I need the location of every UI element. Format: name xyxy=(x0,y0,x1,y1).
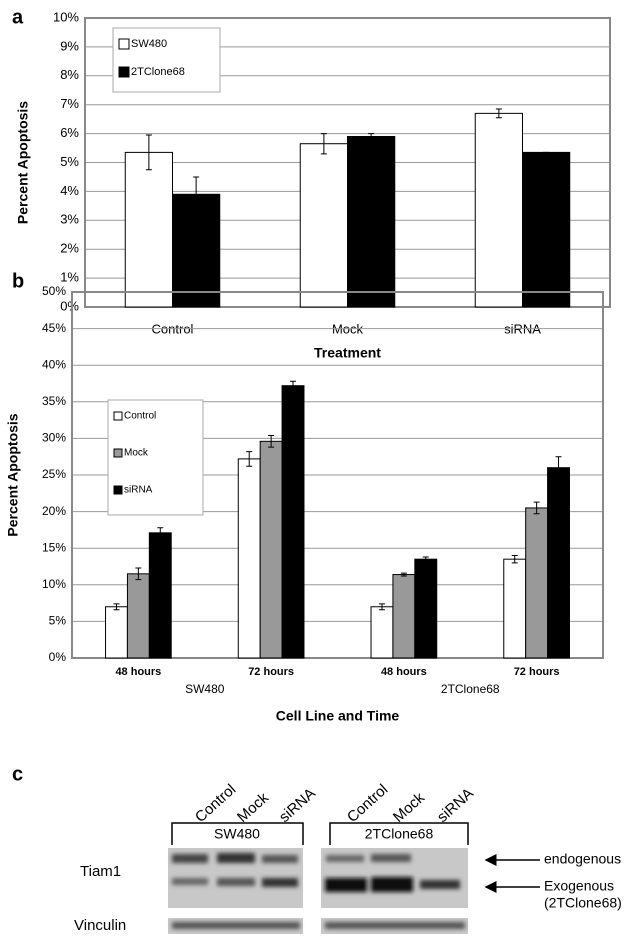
bar xyxy=(371,607,393,658)
y-tick-label: 0% xyxy=(60,298,79,313)
bar xyxy=(106,607,128,658)
y-tick-label: 10% xyxy=(42,577,66,591)
lane-label: Mock xyxy=(390,789,428,826)
y-axis-title: Percent Apoptosis xyxy=(15,101,31,224)
band-label: Exogenous xyxy=(544,878,614,894)
band-label: endogenous xyxy=(544,851,621,867)
legend-swatch xyxy=(114,449,122,457)
legend-swatch xyxy=(114,412,122,420)
x-axis-title: Treatment xyxy=(314,345,381,361)
legend-label: Mock xyxy=(124,448,149,459)
group-label: 2TClone68 xyxy=(365,826,434,842)
group-label: SW480 xyxy=(214,826,260,842)
legend-label: SW480 xyxy=(131,38,167,50)
figure: c Control Mock siRNA Control Mock siRNA … xyxy=(0,0,636,943)
lane-label: Control xyxy=(192,781,239,826)
y-tick-label: 10% xyxy=(53,9,79,24)
x-tick-label: 48 hours xyxy=(381,666,427,678)
bar xyxy=(548,468,570,658)
x-tick-label: 72 hours xyxy=(514,666,560,678)
y-tick-label: 9% xyxy=(60,38,79,53)
y-tick-label: 5% xyxy=(49,614,67,628)
y-tick-label: 25% xyxy=(42,467,66,481)
bar xyxy=(475,113,522,307)
lane-label: siRNA xyxy=(276,785,319,826)
panel-label: a xyxy=(12,6,24,28)
y-tick-label: 15% xyxy=(42,540,66,554)
y-tick-label: 6% xyxy=(60,125,79,140)
y-tick-label: 5% xyxy=(60,154,79,169)
x-tick-label: 72 hours xyxy=(248,666,294,678)
y-tick-label: 0% xyxy=(49,650,67,664)
panel-c: c Control Mock siRNA Control Mock siRNA … xyxy=(12,763,622,934)
lane-label: Mock xyxy=(234,789,272,826)
bar xyxy=(125,152,172,307)
x-tick-label: 48 hours xyxy=(115,666,161,678)
bar xyxy=(415,559,437,658)
y-tick-label: 30% xyxy=(42,431,66,445)
legend-label: siRNA xyxy=(124,485,153,496)
bar xyxy=(300,144,347,307)
bar xyxy=(238,459,260,658)
y-tick-label: 40% xyxy=(42,357,66,371)
bar xyxy=(504,559,526,658)
legend-swatch xyxy=(119,39,129,49)
bar xyxy=(348,136,395,307)
legend-label: Control xyxy=(124,411,156,422)
bar xyxy=(127,574,149,658)
row-label: Vinculin xyxy=(74,917,126,934)
lane-label: siRNA xyxy=(434,785,477,826)
panel-label: c xyxy=(12,763,23,785)
legend-swatch xyxy=(114,486,122,494)
legend-label: 2TClone68 xyxy=(131,66,185,78)
lane-label: Control xyxy=(344,781,391,826)
panel-label: b xyxy=(12,270,24,292)
y-tick-label: 45% xyxy=(42,321,66,335)
y-tick-label: 20% xyxy=(42,504,66,518)
x-axis-title: Cell Line and Time xyxy=(276,708,400,724)
group-label: 2TClone68 xyxy=(441,682,500,696)
y-tick-label: 35% xyxy=(42,394,66,408)
bar xyxy=(393,575,415,658)
y-tick-label: 4% xyxy=(60,183,79,198)
bar xyxy=(149,533,171,658)
y-tick-label: 8% xyxy=(60,67,79,82)
y-tick-label: 1% xyxy=(60,270,79,285)
bar xyxy=(523,152,570,307)
y-tick-label: 2% xyxy=(60,241,79,256)
bar xyxy=(282,386,304,658)
bar xyxy=(260,441,282,658)
legend-swatch xyxy=(119,67,129,77)
y-tick-label: 50% xyxy=(42,284,66,298)
y-axis-title: Percent Apoptosis xyxy=(5,413,21,536)
band-label: (2TClone68) xyxy=(544,895,622,911)
group-label: SW480 xyxy=(185,682,225,696)
bands xyxy=(172,922,465,929)
y-tick-label: 7% xyxy=(60,96,79,111)
y-tick-label: 3% xyxy=(60,212,79,227)
row-label: Tiam1 xyxy=(80,863,121,880)
bar xyxy=(526,508,548,658)
